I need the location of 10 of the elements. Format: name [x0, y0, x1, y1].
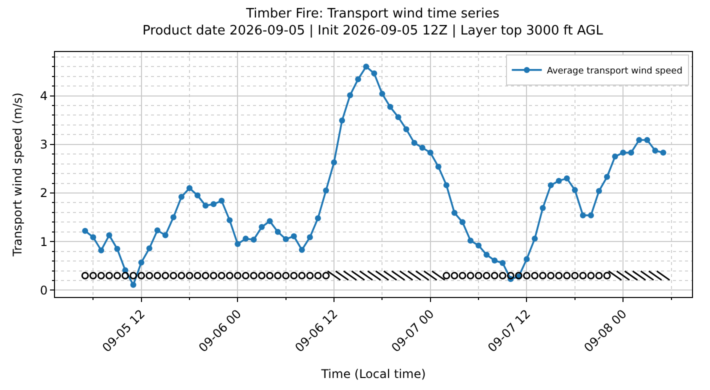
chart-title: Timber Fire: Transport wind time series [245, 6, 500, 22]
chart-subtitle: Product date 2026-09-05 | Init 2026-09-05 12Z | Layer top 3000 ft AGL [142, 23, 604, 38]
y-axis-title: Transport wind speed (m/s) [10, 92, 24, 258]
y-tick-label: 2 [40, 186, 48, 200]
y-tick-label: 0 [40, 283, 48, 298]
y-tick-label: 4 [40, 88, 48, 103]
y-tick-label: 3 [40, 138, 48, 152]
x-axis-title: Time (Local time) [320, 366, 426, 381]
y-tick-label: 1 [40, 234, 48, 249]
legend-label: Average transport wind speed [546, 66, 682, 76]
